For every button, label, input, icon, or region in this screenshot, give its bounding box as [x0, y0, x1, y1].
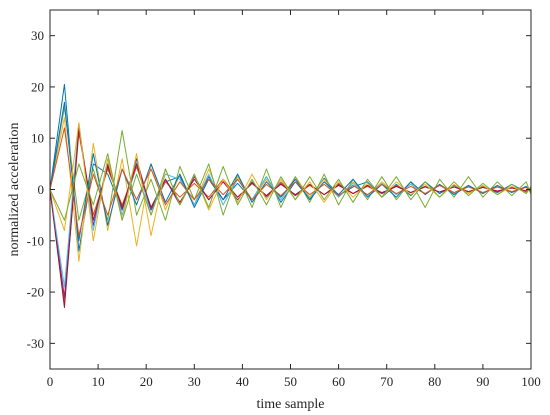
x-tick-label: 70	[380, 374, 393, 389]
series-line-11	[49, 153, 532, 221]
series-line-10	[49, 122, 532, 242]
y-tick-label: 0	[38, 182, 45, 197]
y-tick-label: 20	[31, 79, 44, 94]
series-line-4	[49, 127, 532, 298]
y-axis-label: normalized acceleration	[7, 122, 22, 256]
series-line-7	[49, 127, 532, 308]
x-tick-label: 40	[236, 374, 249, 389]
y-tick-label: -30	[27, 336, 44, 351]
y-tick-label: -20	[27, 285, 44, 300]
series-line-5	[49, 106, 532, 221]
series-line-1	[49, 83, 532, 252]
x-tick-label: 100	[521, 374, 541, 389]
x-axis-label: time sample	[256, 397, 324, 412]
x-tick-label: 90	[476, 374, 489, 389]
x-tick-label: 50	[284, 374, 297, 389]
x-tick-label: 0	[47, 374, 54, 389]
y-tick-label: -10	[27, 233, 44, 248]
x-tick-label: 60	[332, 374, 345, 389]
x-tick-label: 30	[188, 374, 201, 389]
x-tick-label: 10	[92, 374, 105, 389]
y-tick-label: 10	[31, 131, 44, 146]
series-layer	[49, 83, 532, 308]
x-tick-label: 80	[428, 374, 441, 389]
ticks-layer: 0 10 20 30 40 50 60 70 80 90 100 -30 -20 -10 0 10 20 30	[27, 10, 541, 389]
series-line-8	[49, 101, 532, 242]
x-tick-label: 20	[140, 374, 153, 389]
y-tick-label: 30	[31, 28, 44, 43]
